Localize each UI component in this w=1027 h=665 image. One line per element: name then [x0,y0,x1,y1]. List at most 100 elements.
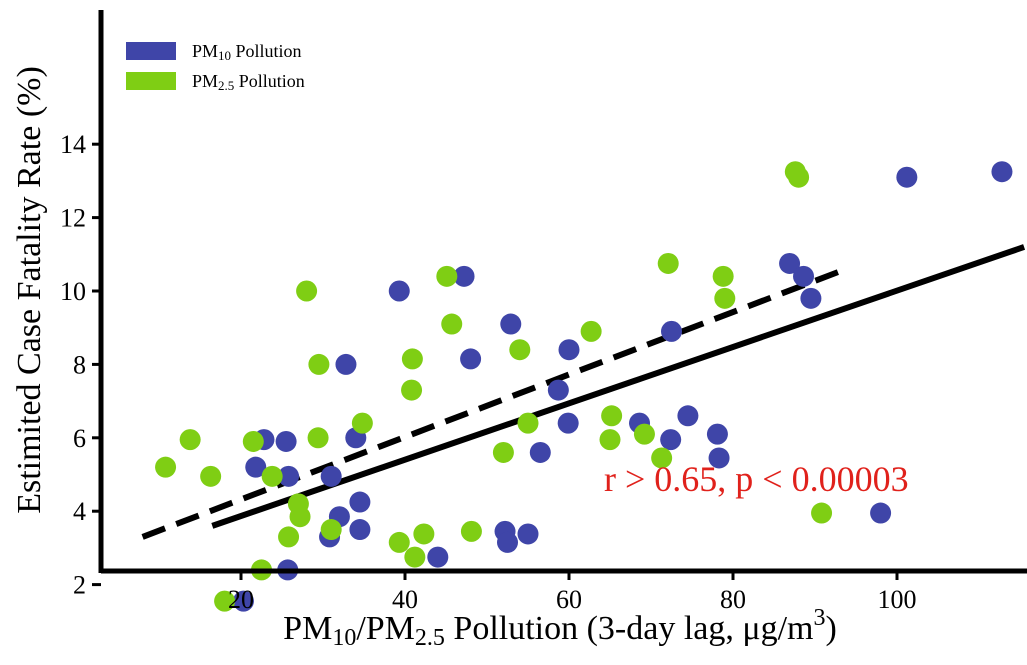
pm10-point [708,447,730,469]
pm25-point [307,427,329,449]
pm10-point [870,502,892,524]
pm10-point [275,430,297,452]
y-tick-label: 10 [60,277,86,306]
pm25-point [788,166,810,188]
pm25-point [651,447,673,469]
pm25-point [580,320,602,342]
pm10-point [453,265,475,287]
pm10-point [557,412,579,434]
pm25-point [261,465,283,487]
pm25-point [401,379,423,401]
x-axis-label-sub25: 2.5 [414,625,445,651]
pm10-point [558,339,580,361]
axis-ticks: 20 40 60 80 100 2 4 6 8 10 12 14 [60,130,917,614]
pm10-point [793,265,815,287]
pm10-point [335,353,357,375]
legend-label-pm25: PM2.5 Pollution [192,70,305,93]
y-axis-label-container: Estimited Case Fatality Rate (%) [0,0,60,580]
pm10-point [547,379,569,401]
x-axis-label-close: ) [825,610,837,647]
pm10-point [245,456,267,478]
x-tick-label: 100 [878,585,917,614]
y-tick-label: 14 [60,130,86,159]
pm25-point [517,412,539,434]
pm10-point [388,280,410,302]
y-tick-label: 6 [73,424,86,453]
pm25-point [811,502,833,524]
pm25-point [633,423,655,445]
pm10-point [278,465,300,487]
pm10-point [677,405,699,427]
legend: PM10 Pollution PM2.5 Pollution [126,36,305,96]
data-points [155,161,1013,612]
correlation-annotation: r > 0.65, p < 0.00003 [604,459,909,499]
pm10-point [460,348,482,370]
pm25-point [388,531,410,553]
x-axis-label-pm: PM [283,610,333,647]
x-axis-label-slash: /PM [356,610,415,647]
pm25-point [413,523,435,545]
pm10-point [349,519,371,541]
fit-lines [141,244,1026,540]
pm25-point [441,313,463,335]
pm10-point [497,531,518,553]
pm10-point [320,465,342,487]
pm10-point [427,546,449,568]
y-tick-label: 8 [73,350,86,379]
pm25-point [601,405,623,427]
pm25-point [320,519,342,541]
pm10-point [706,423,728,445]
pm10-point [500,313,522,335]
x-axis-label: PM10/PM2.5 Pollution (3-day lag, μg/m3) [100,606,1020,651]
legend-swatch-pm10 [126,42,176,60]
pm25-point [401,348,423,370]
pm25-point [509,339,531,361]
x-axis-label-sup3: 3 [813,605,826,631]
pm25-point [436,265,458,287]
legend-swatch-pm25 [126,72,176,90]
x-tick-label: 40 [392,585,418,614]
pm10-point [661,320,682,342]
pm10-point [232,590,254,612]
x-tick-label: 80 [720,585,746,614]
legend-item-pm10: PM10 Pollution [126,36,305,66]
pm25-point [351,412,373,434]
pm25-point [242,430,264,452]
pm25-point [155,456,177,478]
y-tick-label: 12 [60,204,86,233]
y-tick-label: 4 [73,497,86,526]
pm25-point [308,353,330,375]
pm10-point [800,287,822,309]
pm25-point [289,506,311,528]
x-axis-label-sub10: 10 [332,625,357,651]
x-tick-label: 60 [556,585,582,614]
pm25-point [200,465,222,487]
fit-line-dashed [141,266,848,540]
pm25-point [712,265,734,287]
legend-label-pm10: PM10 Pollution [192,40,302,63]
pm25-point [278,526,300,548]
y-tick-label: 2 [73,571,86,600]
pm25-point [657,252,679,274]
x-tick-label: 20 [228,585,254,614]
pm25-point [404,546,426,568]
pm10-point [991,161,1013,183]
x-axis-label-rest: Pollution (3-day lag, μg/m [444,610,814,647]
legend-item-pm25: PM2.5 Pollution [126,66,305,96]
pm25-point [599,429,621,451]
pm10-point [896,166,918,188]
pm10-point [349,491,371,513]
pm10-point [779,252,801,274]
pm25-point [296,280,318,302]
fit-line-solid [211,244,1026,529]
pm25-point [492,441,514,463]
pm25-point [460,520,482,542]
y-axis-label: Estimited Case Fatality Rate (%) [11,66,48,514]
pm25-point [714,287,736,309]
pm10-point [529,441,551,463]
pm25-point [179,429,201,451]
pm25-point [214,590,236,612]
pm10-point [660,429,682,451]
pm10-point [517,523,539,545]
